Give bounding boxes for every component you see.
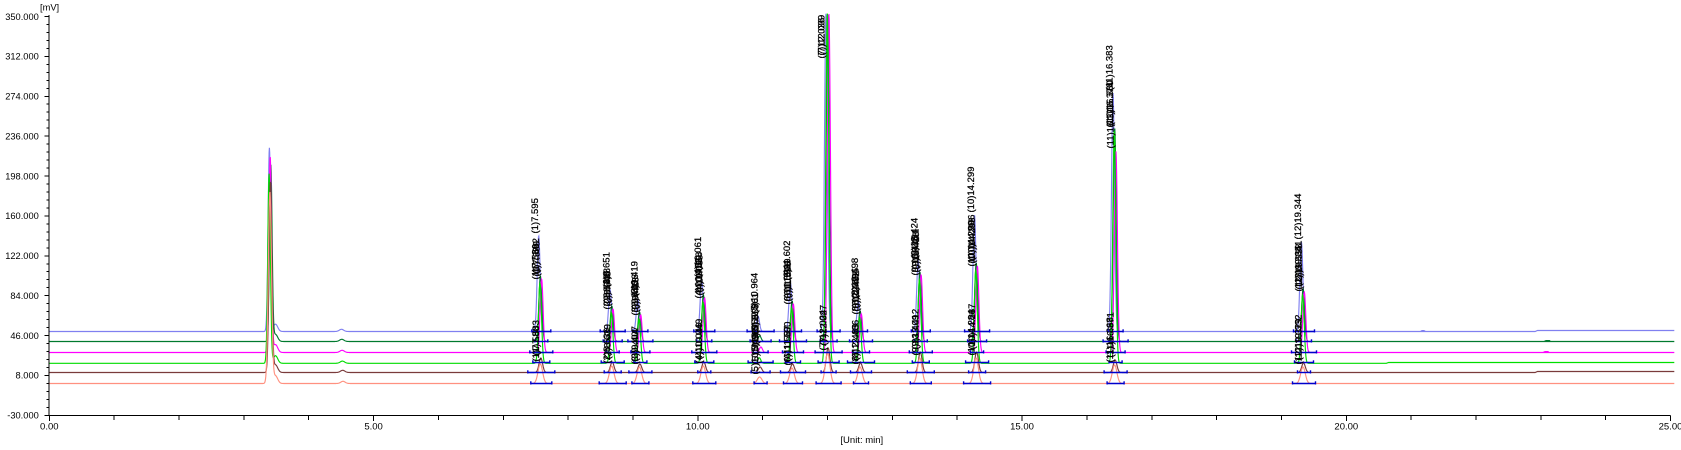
svg-text:(9)13.409: (9)13.409 (910, 315, 921, 356)
svg-text:(9)13.418: (9)13.418 (911, 232, 922, 273)
svg-text:(10)14.299: (10)14.299 (966, 167, 977, 213)
svg-text:(2)8.642: (2)8.642 (602, 274, 613, 309)
svg-text:84.000: 84.000 (10, 291, 38, 301)
svg-text:160.000: 160.000 (5, 211, 39, 221)
svg-text:[Unit: min]: [Unit: min] (840, 435, 883, 446)
svg-text:(7)12.027: (7)12.027 (818, 305, 829, 346)
svg-text:(12)19.332: (12)19.332 (1294, 315, 1305, 361)
svg-text:(3)9.413: (3)9.413 (630, 277, 641, 312)
svg-text:(12)19.335: (12)19.335 (1293, 246, 1304, 292)
svg-text:(3)9.419: (3)9.419 (629, 261, 640, 296)
svg-text:(5)10.949: (5)10.949 (750, 334, 761, 375)
svg-text:25.00: 25.00 (1659, 422, 1681, 433)
svg-text:(6)11.590: (6)11.590 (783, 322, 794, 362)
svg-text:198.000: 198.000 (5, 171, 39, 181)
svg-text:(3)9.410: (3)9.410 (630, 280, 641, 315)
svg-text:(1)7.583: (1)7.583 (531, 320, 542, 355)
svg-text:(3)9.407: (3)9.407 (630, 326, 641, 361)
svg-text:(6)11.593: (6)11.593 (782, 265, 793, 305)
svg-text:274.000: 274.000 (5, 92, 39, 102)
svg-text:(1)7.580: (1)7.580 (531, 326, 542, 361)
svg-text:15.00: 15.00 (1010, 422, 1034, 433)
svg-text:20.00: 20.00 (1334, 422, 1358, 433)
svg-text:(10)14.284: (10)14.284 (967, 310, 978, 356)
svg-text:(12)19.329: (12)19.329 (1294, 319, 1305, 365)
svg-text:(3)9.416: (3)9.416 (630, 274, 641, 309)
svg-text:(12)19.341: (12)19.341 (1294, 241, 1305, 287)
svg-text:(4)10.061: (4)10.061 (693, 237, 704, 278)
svg-text:236.000: 236.000 (5, 131, 39, 141)
svg-text:(1)7.595: (1)7.595 (530, 198, 541, 233)
svg-text:10.00: 10.00 (686, 422, 710, 433)
svg-text:122.000: 122.000 (5, 251, 39, 261)
svg-text:312.000: 312.000 (5, 52, 39, 62)
svg-text:(11)16.380: (11)16.380 (1105, 80, 1116, 125)
svg-text:(9)13.412: (9)13.412 (911, 309, 922, 350)
svg-text:5.00: 5.00 (364, 422, 383, 433)
svg-text:0.00: 0.00 (40, 422, 59, 433)
svg-text:(4)10.049: (4)10.049 (694, 319, 705, 360)
svg-text:(1)7.592: (1)7.592 (531, 238, 542, 273)
svg-text:-30.000: -30.000 (7, 411, 39, 421)
svg-text:(8)12.492: (8)12.492 (851, 271, 862, 312)
svg-text:(5)10.961: (5)10.961 (750, 293, 761, 334)
svg-text:(8)12.486: (8)12.486 (851, 320, 862, 361)
svg-text:(11)16.368: (11)16.368 (1105, 317, 1116, 362)
svg-text:(7)12.036: (7)12.036 (816, 18, 827, 59)
svg-text:(10)14.293: (10)14.293 (967, 218, 978, 264)
svg-text:(6)11.602: (6)11.602 (782, 241, 793, 281)
svg-text:(9)13.421: (9)13.421 (910, 229, 921, 270)
svg-text:(5)10.964: (5)10.964 (750, 273, 761, 314)
svg-text:(4)10.052: (4)10.052 (694, 258, 705, 299)
svg-text:(4)10.058: (4)10.058 (694, 252, 705, 293)
svg-text:(1)7.589: (1)7.589 (531, 241, 542, 276)
svg-text:(9)13.415: (9)13.415 (910, 235, 921, 276)
svg-text:(12)19.338: (12)19.338 (1294, 244, 1305, 290)
svg-text:(8)12.495: (8)12.495 (851, 268, 862, 309)
svg-text:(4)10.055: (4)10.055 (694, 255, 705, 296)
svg-text:(6)11.599: (6)11.599 (783, 259, 794, 299)
svg-text:(2)8.645: (2)8.645 (603, 271, 614, 306)
svg-text:(1)7.586: (1)7.586 (531, 244, 542, 279)
svg-text:(6)11.587: (6)11.587 (783, 326, 794, 366)
svg-text:(2)8.648: (2)8.648 (602, 268, 613, 303)
svg-text:(11)16.377: (11)16.377 (1106, 103, 1117, 148)
svg-text:(8)12.489: (8)12.489 (850, 274, 861, 315)
svg-text:(10)14.290: (10)14.290 (967, 221, 978, 267)
svg-text:8.000: 8.000 (16, 371, 39, 381)
svg-text:(12)19.344: (12)19.344 (1293, 194, 1304, 240)
svg-text:(5)10.952: (5)10.952 (750, 324, 761, 365)
svg-text:(7)12.039: (7)12.039 (816, 15, 827, 56)
svg-text:(11)16.374: (11)16.374 (1105, 82, 1116, 127)
svg-text:(11)16.371: (11)16.371 (1105, 312, 1116, 357)
svg-text:[mV]: [mV] (40, 3, 59, 13)
svg-text:350.000: 350.000 (5, 12, 39, 22)
svg-text:(10)14.287: (10)14.287 (967, 304, 978, 350)
svg-text:(4)10.046: (4)10.046 (694, 323, 705, 364)
svg-text:(7)12.024: (7)12.024 (818, 310, 829, 351)
svg-text:(2)8.651: (2)8.651 (602, 252, 613, 287)
svg-text:(2)8.636: (2)8.636 (602, 328, 613, 363)
svg-text:46.000: 46.000 (10, 331, 38, 341)
svg-text:(11)16.383: (11)16.383 (1105, 45, 1116, 90)
svg-text:(2)8.639: (2)8.639 (602, 324, 613, 359)
svg-text:(6)11.596: (6)11.596 (783, 262, 794, 302)
svg-text:(3)9.404: (3)9.404 (630, 329, 641, 364)
svg-text:(9)13.424: (9)13.424 (910, 218, 921, 259)
svg-text:(8)12.498: (8)12.498 (850, 258, 861, 299)
svg-text:(5)10.955: (5)10.955 (750, 314, 761, 355)
svg-text:(10)14.296: (10)14.296 (967, 215, 978, 261)
svg-text:(5)10.958: (5)10.958 (751, 304, 762, 345)
svg-text:(8)12.483: (8)12.483 (851, 324, 862, 365)
